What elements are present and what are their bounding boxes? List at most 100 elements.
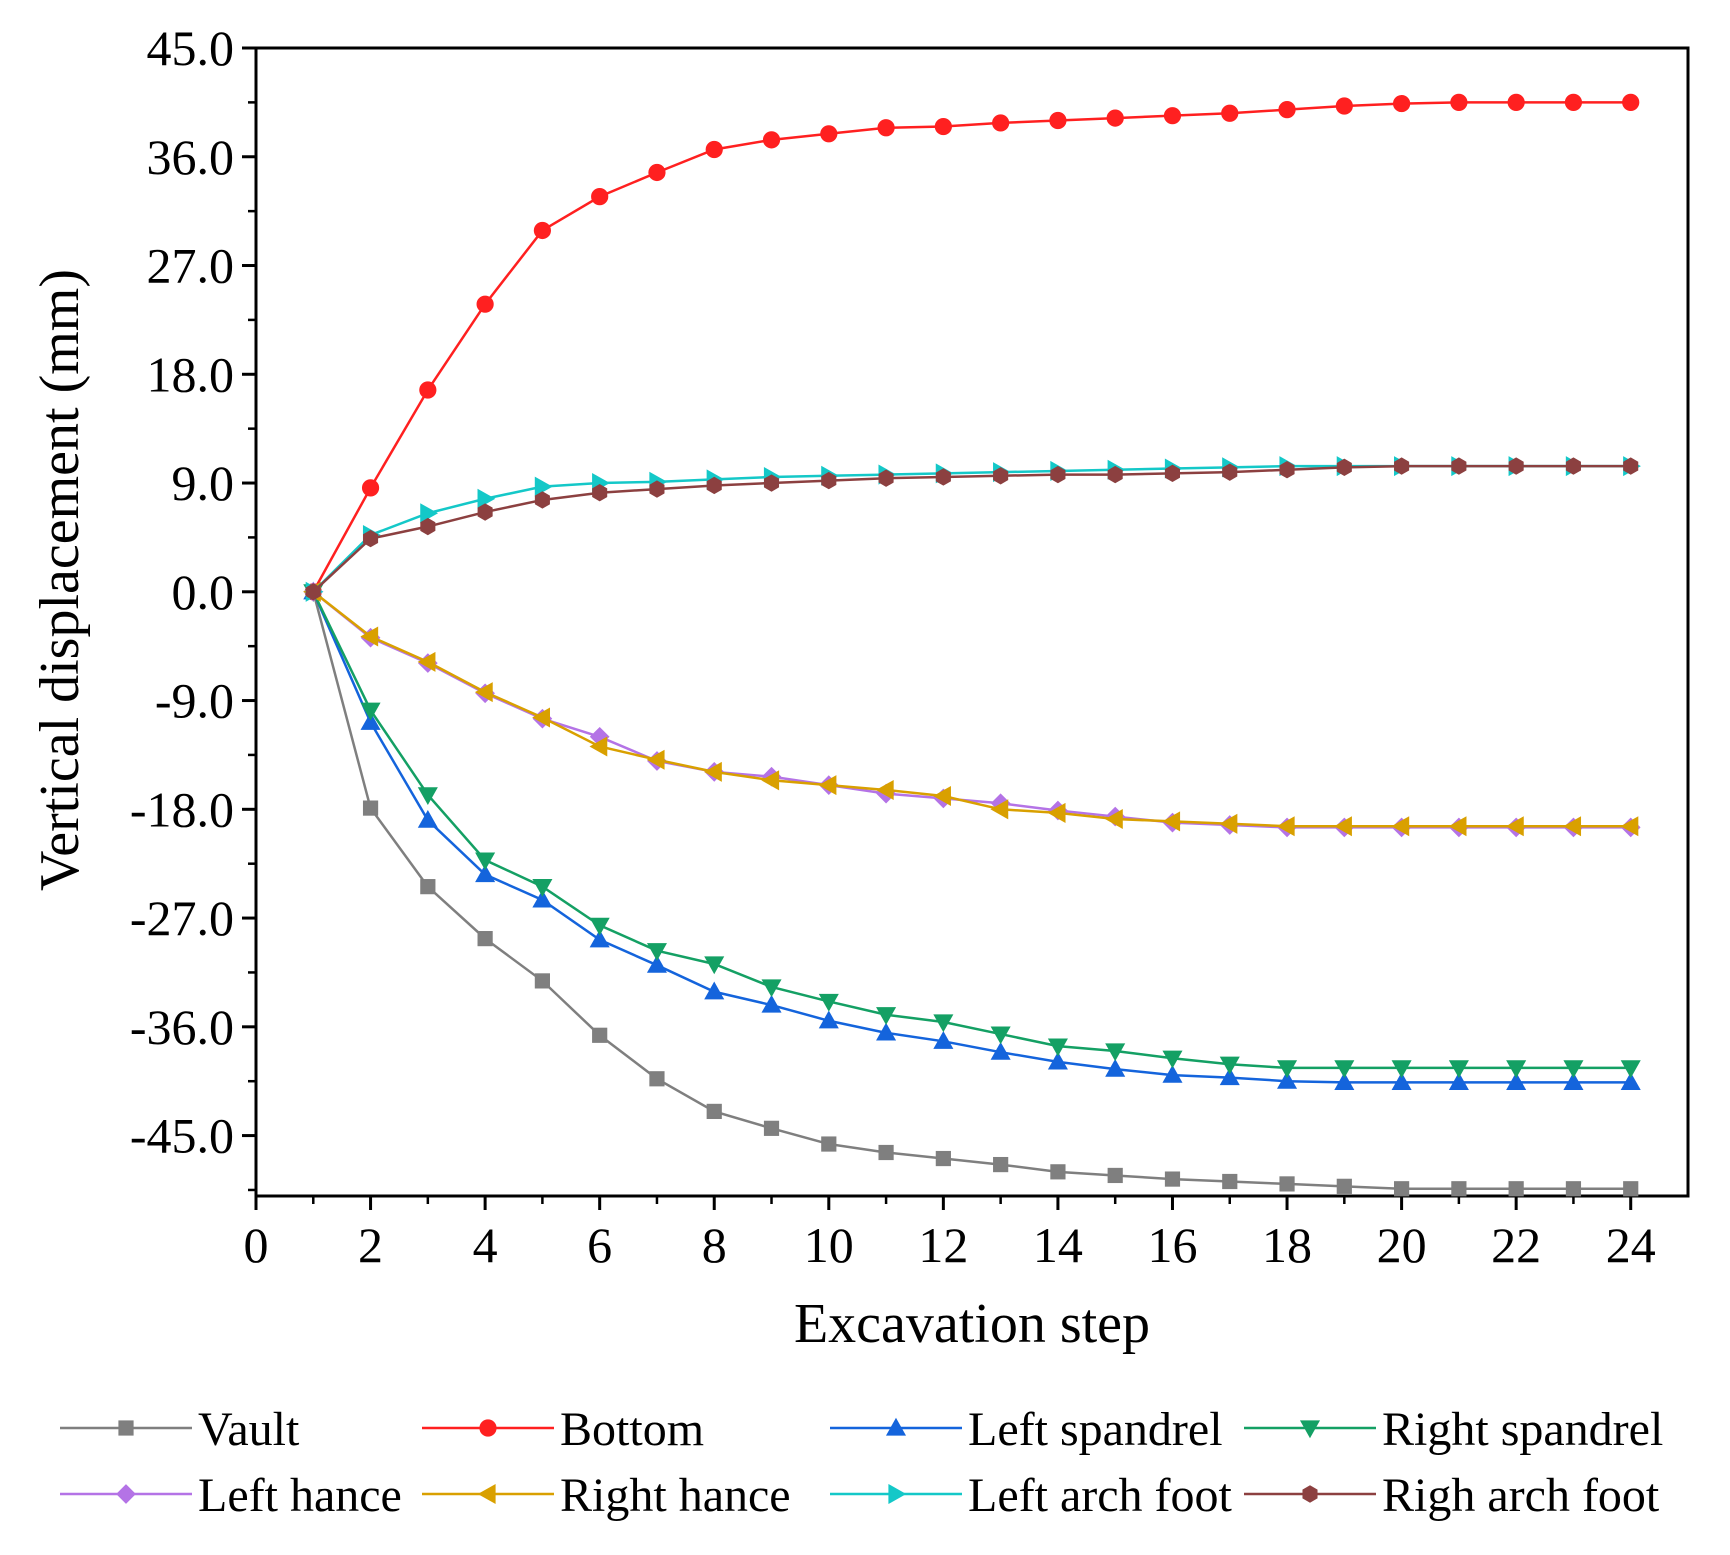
data-point-right-spandrel <box>876 1007 897 1025</box>
data-point-bottom <box>533 221 552 240</box>
data-point-bottom <box>820 125 838 143</box>
data-point-vault <box>1451 1181 1467 1197</box>
legend-marker <box>479 1419 497 1437</box>
data-point-right-spandrel <box>818 993 839 1012</box>
data-point-righ-arch-foot <box>706 476 722 495</box>
data-point-right-spandrel <box>1563 1060 1584 1079</box>
data-point-righ-arch-foot <box>477 503 493 521</box>
data-point-right-spandrel <box>933 1014 954 1033</box>
legend-marker <box>477 1483 496 1505</box>
data-point-left-spandrel <box>876 1022 897 1041</box>
legend-marker <box>118 1420 134 1436</box>
data-point-left-spandrel <box>532 889 553 908</box>
legend-item-bottom: Bottom <box>422 1403 704 1456</box>
data-point-bottom <box>591 188 609 206</box>
x-tick-label: 8 <box>702 1217 727 1273</box>
data-point-left-spandrel <box>1277 1070 1298 1089</box>
legend-label: Left arch foot <box>968 1469 1233 1522</box>
plot-frame <box>254 46 1690 1198</box>
data-point-right-hance <box>646 749 665 770</box>
data-point-right-spandrel <box>475 852 496 871</box>
y-tick-label: 27.0 <box>147 238 235 294</box>
series-left-hance <box>303 581 1641 838</box>
legend-marker <box>1302 1485 1318 1503</box>
data-point-bottom <box>934 117 952 136</box>
x-tick-label: 6 <box>587 1217 612 1273</box>
data-point-righ-arch-foot <box>649 480 665 498</box>
data-point-right-spandrel <box>1105 1043 1126 1062</box>
data-point-right-hance <box>1391 816 1410 837</box>
series-line-vault <box>312 591 1631 1190</box>
legend: Vault Bottom Left spandrel Right spandrel Le… <box>60 1403 1663 1522</box>
data-point-right-spandrel <box>704 956 725 975</box>
data-point-righ-arch-foot <box>534 491 550 509</box>
data-point-vault <box>1050 1164 1066 1180</box>
data-point-right-hance <box>1448 816 1467 837</box>
data-point-righ-arch-foot <box>1565 457 1581 475</box>
series-line-righ-arch-foot <box>312 464 1631 593</box>
data-point-right-hance <box>417 651 436 672</box>
data-point-right-hance <box>761 770 780 791</box>
legend-item-righ-arch-foot: Righ arch foot <box>1244 1469 1660 1522</box>
data-point-righ-arch-foot <box>1394 457 1410 475</box>
data-point-right-spandrel <box>1047 1038 1068 1057</box>
data-point-righ-arch-foot <box>1107 465 1123 484</box>
data-point-righ-arch-foot <box>1164 464 1181 483</box>
data-point-vault <box>878 1144 894 1161</box>
data-point-left-arch-foot <box>420 503 439 524</box>
data-point-vault <box>1623 1181 1639 1197</box>
data-point-vault <box>1336 1178 1352 1194</box>
legend-marker <box>885 1417 907 1436</box>
data-point-righ-arch-foot <box>763 474 780 492</box>
data-point-righ-arch-foot <box>363 529 379 548</box>
y-axis-label: Vertical displacement (mm) <box>29 269 91 891</box>
legend-label: Left hance <box>198 1469 402 1522</box>
data-point-vault <box>1393 1181 1410 1197</box>
series-line-right-spandrel <box>312 591 1631 1070</box>
data-point-vault <box>1508 1181 1524 1197</box>
x-axis-label: Excavation step <box>794 1293 1150 1355</box>
data-point-right-hance <box>1620 816 1639 837</box>
series-line-left-arch-foot <box>312 464 1631 593</box>
x-tick-label: 22 <box>1491 1217 1541 1273</box>
data-point-left-spandrel <box>990 1041 1011 1060</box>
data-point-right-spandrel <box>1620 1060 1641 1079</box>
data-point-bottom <box>476 295 494 313</box>
series-left-spandrel <box>303 581 1641 1091</box>
legend-label: Left spandrel <box>968 1403 1223 1456</box>
x-axis: 0 2 4 6 8 10 12 14 16 18 20 22 24 <box>244 1196 1656 1273</box>
data-point-right-hance <box>1219 813 1238 834</box>
series-right-hance <box>303 581 1639 837</box>
data-point-right-hance <box>1104 808 1123 829</box>
x-tick-label: 20 <box>1377 1217 1427 1273</box>
data-point-left-spandrel <box>1219 1067 1240 1086</box>
legend-label: Bottom <box>560 1403 704 1456</box>
data-point-right-spandrel <box>1334 1060 1355 1079</box>
data-point-vault <box>1107 1167 1123 1184</box>
data-point-right-hance <box>704 761 722 782</box>
legend-item-right-spandrel: Right spandrel <box>1244 1403 1663 1456</box>
data-point-vault <box>649 1071 665 1087</box>
data-point-left-spandrel <box>360 712 381 730</box>
data-point-vault <box>362 800 379 816</box>
series-line-left-hance <box>312 590 1631 829</box>
y-tick-label: 45.0 <box>147 20 235 76</box>
legend-label: Right hance <box>560 1469 791 1522</box>
data-point-righ-arch-foot <box>935 468 951 486</box>
series-layer <box>303 93 1641 1197</box>
x-tick-label: 4 <box>473 1217 498 1273</box>
data-point-left-spandrel <box>933 1031 954 1049</box>
series-righ-arch-foot <box>305 457 1639 601</box>
legend-label: Right spandrel <box>1382 1403 1663 1456</box>
data-point-bottom <box>1049 111 1067 130</box>
y-tick-label: -36.0 <box>130 999 234 1055</box>
data-point-left-spandrel <box>704 981 725 1000</box>
data-point-righ-arch-foot <box>420 517 436 536</box>
data-point-right-hance <box>1276 816 1295 837</box>
data-point-right-hance <box>1334 816 1352 837</box>
data-point-bottom <box>1335 97 1353 115</box>
series-line-right-hance <box>312 590 1631 828</box>
data-point-righ-arch-foot <box>1222 463 1238 481</box>
data-point-righ-arch-foot <box>592 484 608 502</box>
data-point-bottom <box>992 114 1010 132</box>
